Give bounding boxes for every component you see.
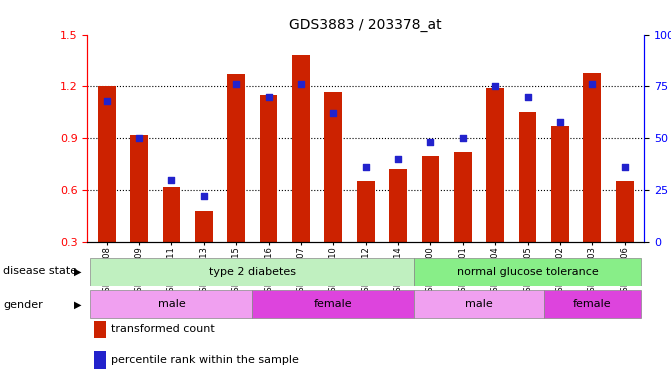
Point bbox=[555, 119, 566, 125]
Point bbox=[522, 94, 533, 100]
Title: GDS3883 / 203378_at: GDS3883 / 203378_at bbox=[289, 18, 442, 32]
Point bbox=[619, 164, 630, 170]
Point bbox=[360, 164, 371, 170]
Text: percentile rank within the sample: percentile rank within the sample bbox=[111, 355, 299, 365]
Point bbox=[458, 135, 468, 141]
Text: ▶: ▶ bbox=[74, 266, 82, 276]
Bar bbox=[486, 88, 504, 242]
Bar bbox=[195, 211, 213, 242]
Text: male: male bbox=[465, 299, 493, 310]
Point bbox=[263, 94, 274, 100]
FancyBboxPatch shape bbox=[252, 291, 414, 318]
Text: transformed count: transformed count bbox=[111, 324, 215, 334]
FancyBboxPatch shape bbox=[91, 291, 252, 318]
Point bbox=[425, 139, 436, 146]
Bar bbox=[551, 126, 569, 242]
Text: gender: gender bbox=[3, 300, 43, 310]
Text: normal glucose tolerance: normal glucose tolerance bbox=[457, 266, 599, 277]
FancyBboxPatch shape bbox=[91, 258, 414, 286]
Point bbox=[490, 83, 501, 89]
Bar bbox=[454, 152, 472, 242]
Bar bbox=[260, 95, 278, 242]
Text: female: female bbox=[573, 299, 612, 310]
Point bbox=[587, 81, 598, 88]
Bar bbox=[389, 169, 407, 242]
FancyBboxPatch shape bbox=[414, 291, 544, 318]
Bar bbox=[98, 86, 115, 242]
Bar bbox=[357, 182, 374, 242]
FancyBboxPatch shape bbox=[414, 258, 641, 286]
Point bbox=[166, 177, 176, 183]
Text: male: male bbox=[158, 299, 185, 310]
Bar bbox=[519, 113, 537, 242]
Point bbox=[134, 135, 144, 141]
Bar bbox=[130, 135, 148, 242]
Text: disease state: disease state bbox=[3, 266, 77, 276]
Text: female: female bbox=[314, 299, 353, 310]
Bar bbox=[616, 182, 633, 242]
Bar bbox=[162, 187, 180, 242]
Bar bbox=[584, 73, 601, 242]
Bar bbox=[227, 74, 245, 242]
Bar bbox=[292, 55, 310, 242]
Bar bbox=[421, 156, 440, 242]
Bar bbox=[324, 92, 342, 242]
Text: ▶: ▶ bbox=[74, 300, 82, 310]
Text: type 2 diabetes: type 2 diabetes bbox=[209, 266, 296, 277]
Point bbox=[101, 98, 112, 104]
Point bbox=[231, 81, 242, 88]
FancyBboxPatch shape bbox=[544, 291, 641, 318]
Point bbox=[295, 81, 306, 88]
Point bbox=[328, 110, 339, 116]
Point bbox=[393, 156, 403, 162]
Point bbox=[199, 193, 209, 199]
